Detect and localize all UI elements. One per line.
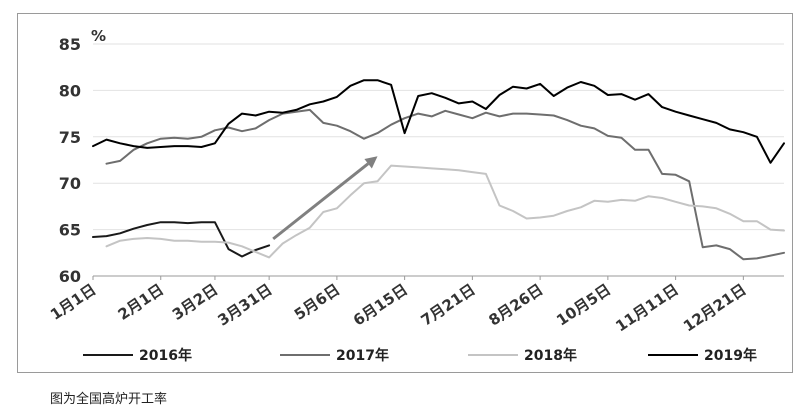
x-tick-label: 3月2日 <box>169 280 221 323</box>
series-line-1 <box>105 108 785 261</box>
x-tick-label: 11月11日 <box>612 280 682 335</box>
series-layer <box>92 79 785 261</box>
y-tick-label: 65 <box>59 221 81 240</box>
y-unit-label: % <box>91 27 106 45</box>
y-tick-label: 70 <box>59 174 81 193</box>
x-tick-label: 12月21日 <box>680 280 750 335</box>
legend: 2016年 2017年 2018年 2019年 <box>83 347 757 364</box>
x-tick-label: 6月15日 <box>350 280 411 329</box>
y-axis-ticks: 60 65 70 75 80 85 <box>59 35 81 286</box>
x-tick-label: 2月1日 <box>115 280 167 323</box>
series-line-0 <box>92 221 271 258</box>
x-tick-label: 7月21日 <box>418 280 479 329</box>
arrow-shaft <box>272 162 370 241</box>
x-tick-label: 3月31日 <box>214 280 275 329</box>
y-tick-label: 60 <box>59 267 81 286</box>
gridlines <box>93 43 784 231</box>
legend-label-1: 2017年 <box>336 347 389 364</box>
y-tick-label: 85 <box>59 35 81 54</box>
trend-arrow <box>272 156 378 241</box>
x-tick-label: 5月6日 <box>291 280 343 323</box>
chart-frame: 60 65 70 75 80 85 1月1日 2月1日 3月2日 3月31日 5月6日 6月15日 7… <box>17 13 793 373</box>
x-tick-label: 10月5日 <box>553 280 614 329</box>
series-line-3 <box>92 79 785 164</box>
figure-caption: 图为全国高炉开工率 <box>50 392 168 407</box>
legend-label-2: 2018年 <box>524 347 577 364</box>
series-line-2 <box>105 164 785 259</box>
y-tick-label: 80 <box>59 81 81 100</box>
legend-label-0: 2016年 <box>139 347 192 364</box>
legend-label-3: 2019年 <box>704 347 757 364</box>
y-tick-label: 75 <box>59 128 81 147</box>
arrow-head <box>364 156 378 169</box>
x-tick-label: 1月1日 <box>47 280 99 323</box>
x-tick-label: 8月26日 <box>485 280 546 329</box>
